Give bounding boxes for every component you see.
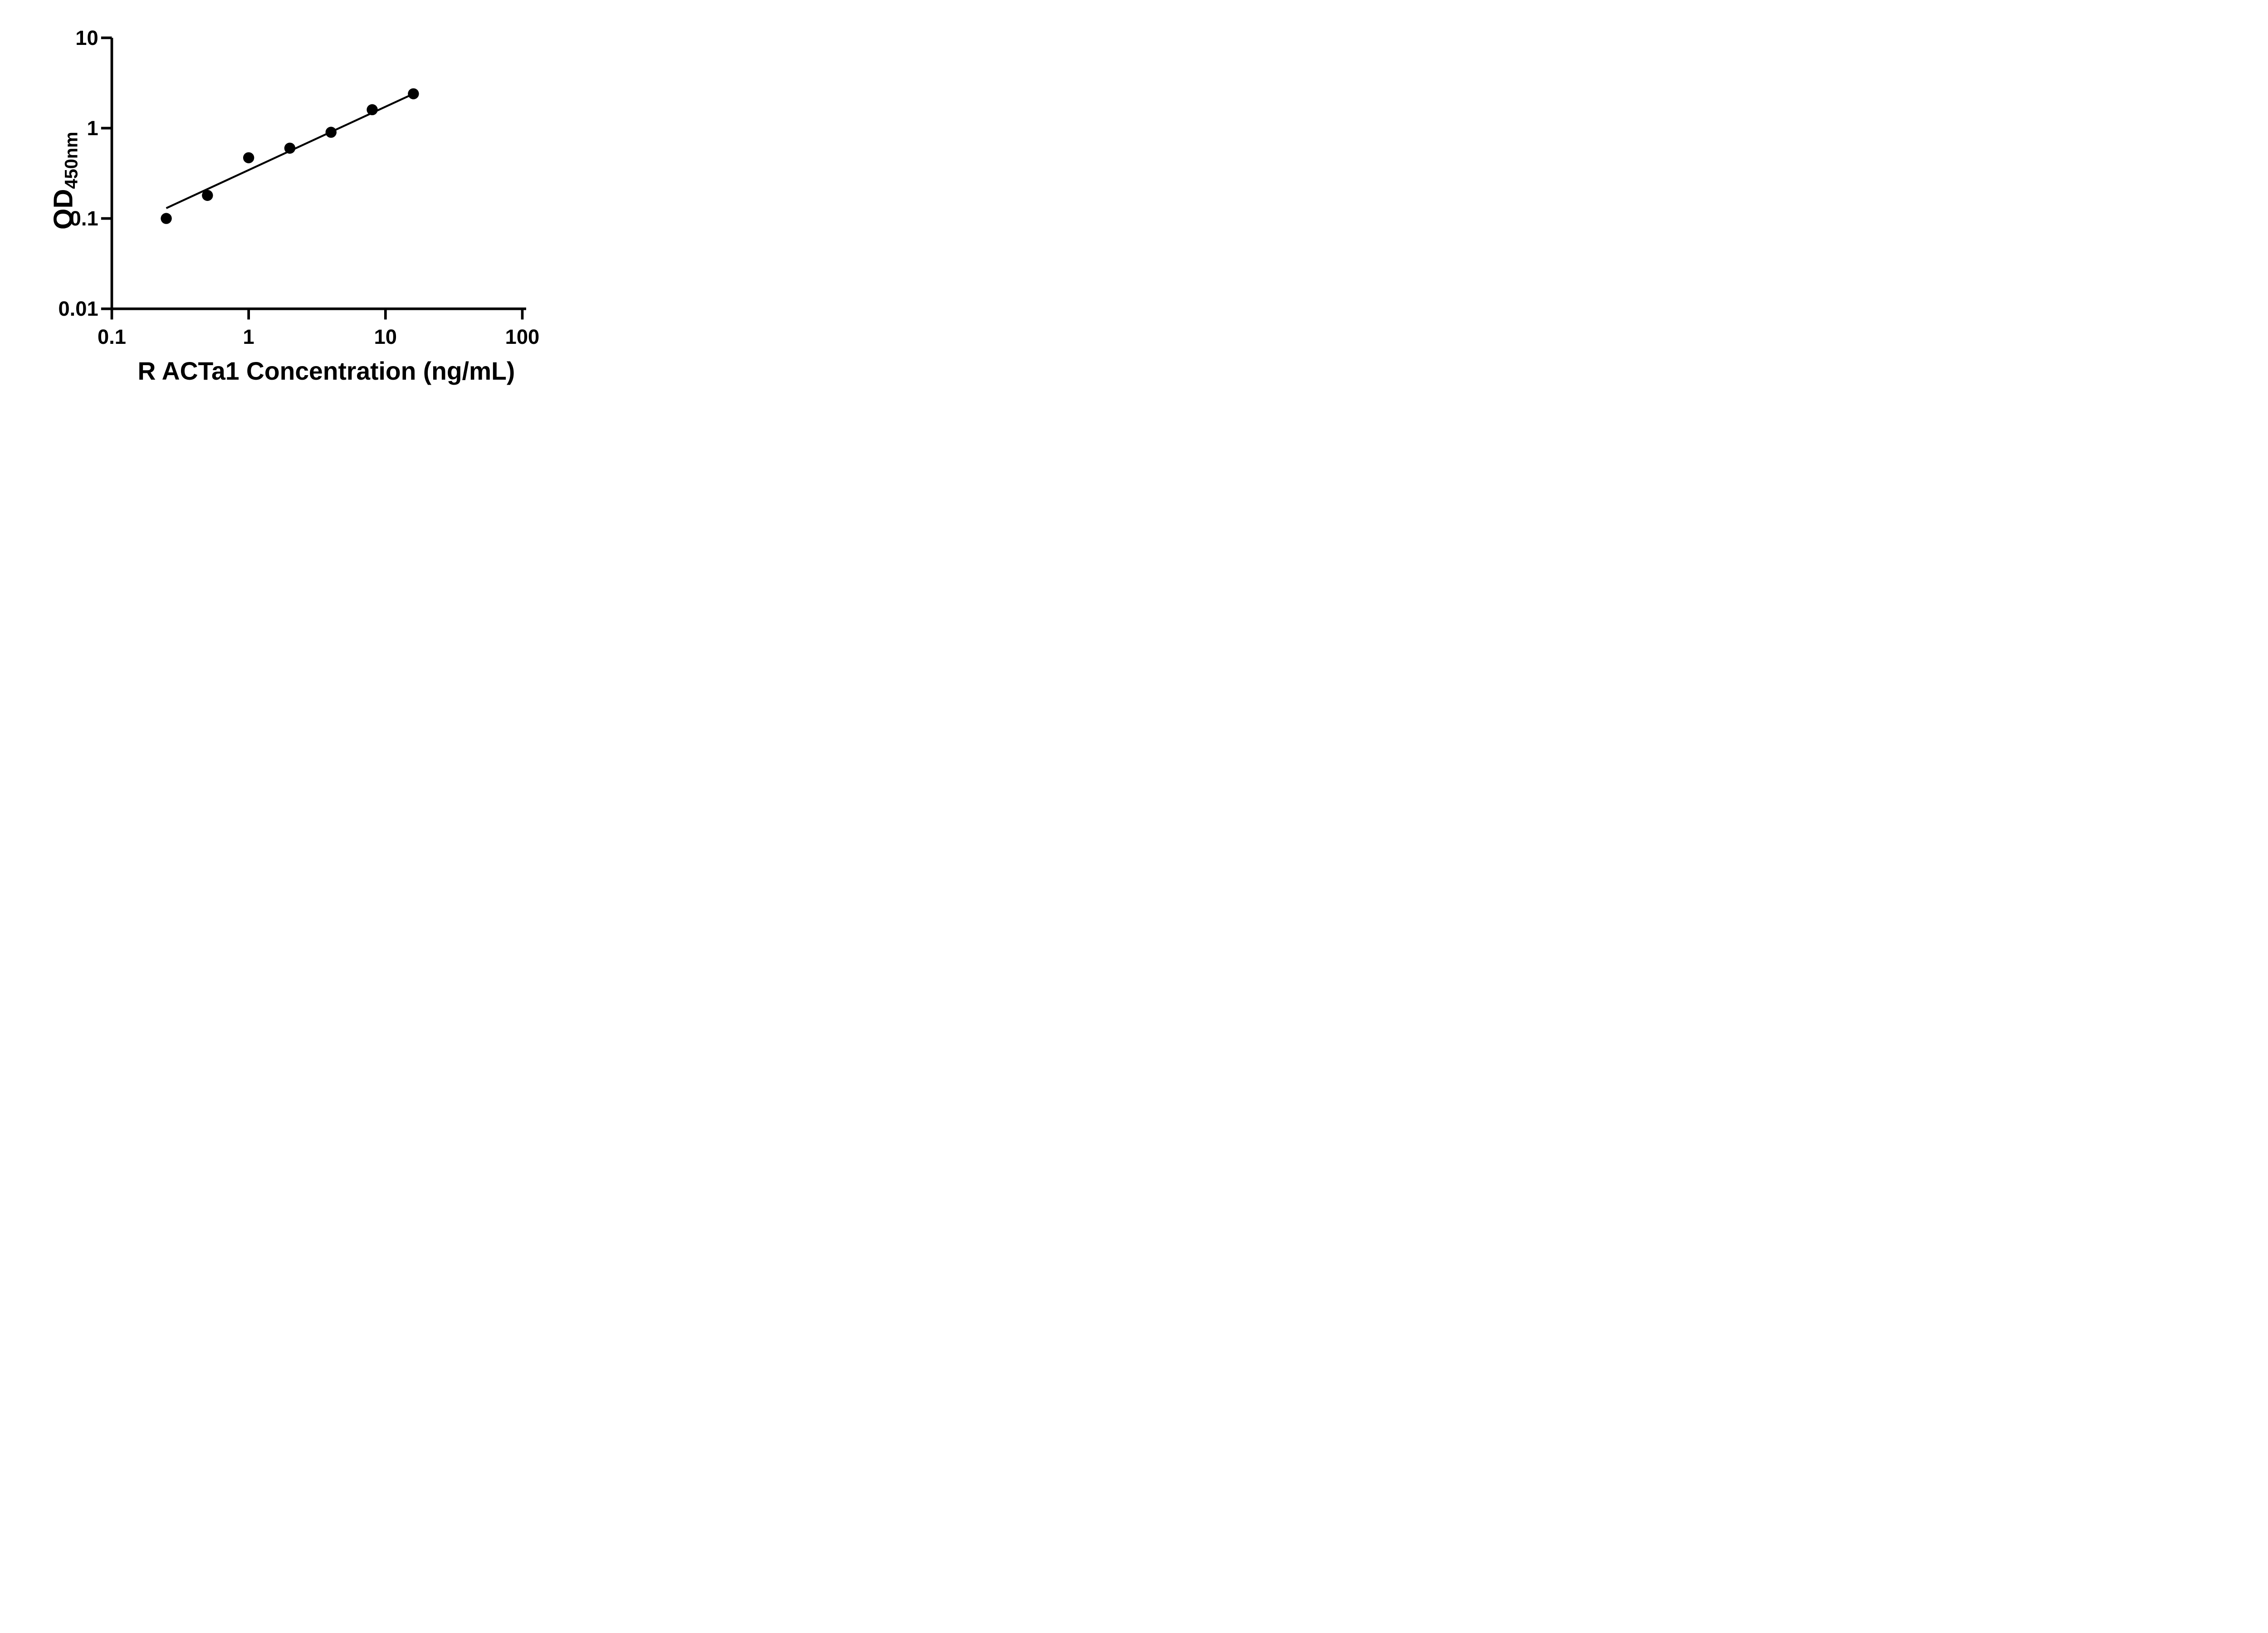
elisa-standard-curve-figure: 10 1 0.1 0.01 0.1 1 10 100 R ACTa1 Concentration…	[0, 0, 581, 406]
data-point	[284, 142, 296, 154]
data-point	[367, 104, 378, 116]
x-axis-tick-label: 1	[243, 325, 254, 348]
y-axis-title-subscript: 450nm	[62, 132, 82, 189]
x-axis-title: R ACTa1 Concentration (ng/mL)	[137, 357, 515, 385]
x-axis-tick-label: 10	[374, 325, 397, 348]
y-axis-tick-label: 0.01	[58, 297, 98, 320]
y-axis-title: OD450nm	[48, 132, 81, 230]
y-axis-tick-label: 10	[75, 26, 98, 49]
data-point	[325, 127, 337, 138]
data-point	[243, 152, 254, 163]
y-axis-tick-label: 0.1	[70, 207, 98, 230]
y-axis-title-main: OD	[48, 189, 78, 230]
data-point	[202, 190, 213, 201]
data-point	[161, 213, 172, 224]
x-axis-tick-label: 0.1	[98, 325, 126, 348]
data-point	[408, 88, 419, 99]
y-axis-tick-label: 1	[87, 117, 98, 140]
x-axis-tick-label: 100	[505, 325, 540, 348]
